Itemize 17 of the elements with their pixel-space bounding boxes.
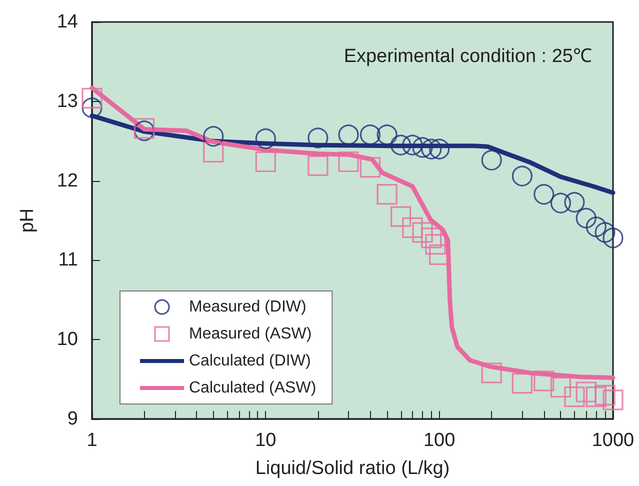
y-tick-label: 9 bbox=[67, 408, 78, 430]
legend-label: Measured (ASW) bbox=[189, 326, 312, 342]
y-tick-label: 12 bbox=[56, 170, 78, 192]
y-tick-label: 13 bbox=[56, 90, 78, 112]
y-tick-label: 14 bbox=[56, 12, 78, 32]
y-tick-label: 11 bbox=[58, 250, 78, 271]
legend-label: Calculated (DIW) bbox=[189, 352, 311, 370]
legend-label: Measured (DIW) bbox=[189, 298, 306, 316]
x-tick-label: 1000 bbox=[592, 430, 634, 451]
x-tick-label: 100 bbox=[423, 430, 456, 451]
y-axis-title: pH bbox=[17, 208, 38, 233]
annotation: Experimental condition : 25℃ bbox=[344, 46, 592, 67]
x-tick-label: 10 bbox=[255, 430, 276, 451]
legend-label: Calculated (ASW) bbox=[189, 380, 316, 396]
x-tick-label: 1 bbox=[86, 430, 98, 451]
x-axis-title: Liquid/Solid ratio (L/kg) bbox=[255, 458, 450, 479]
y-tick-label: 10 bbox=[56, 329, 78, 350]
